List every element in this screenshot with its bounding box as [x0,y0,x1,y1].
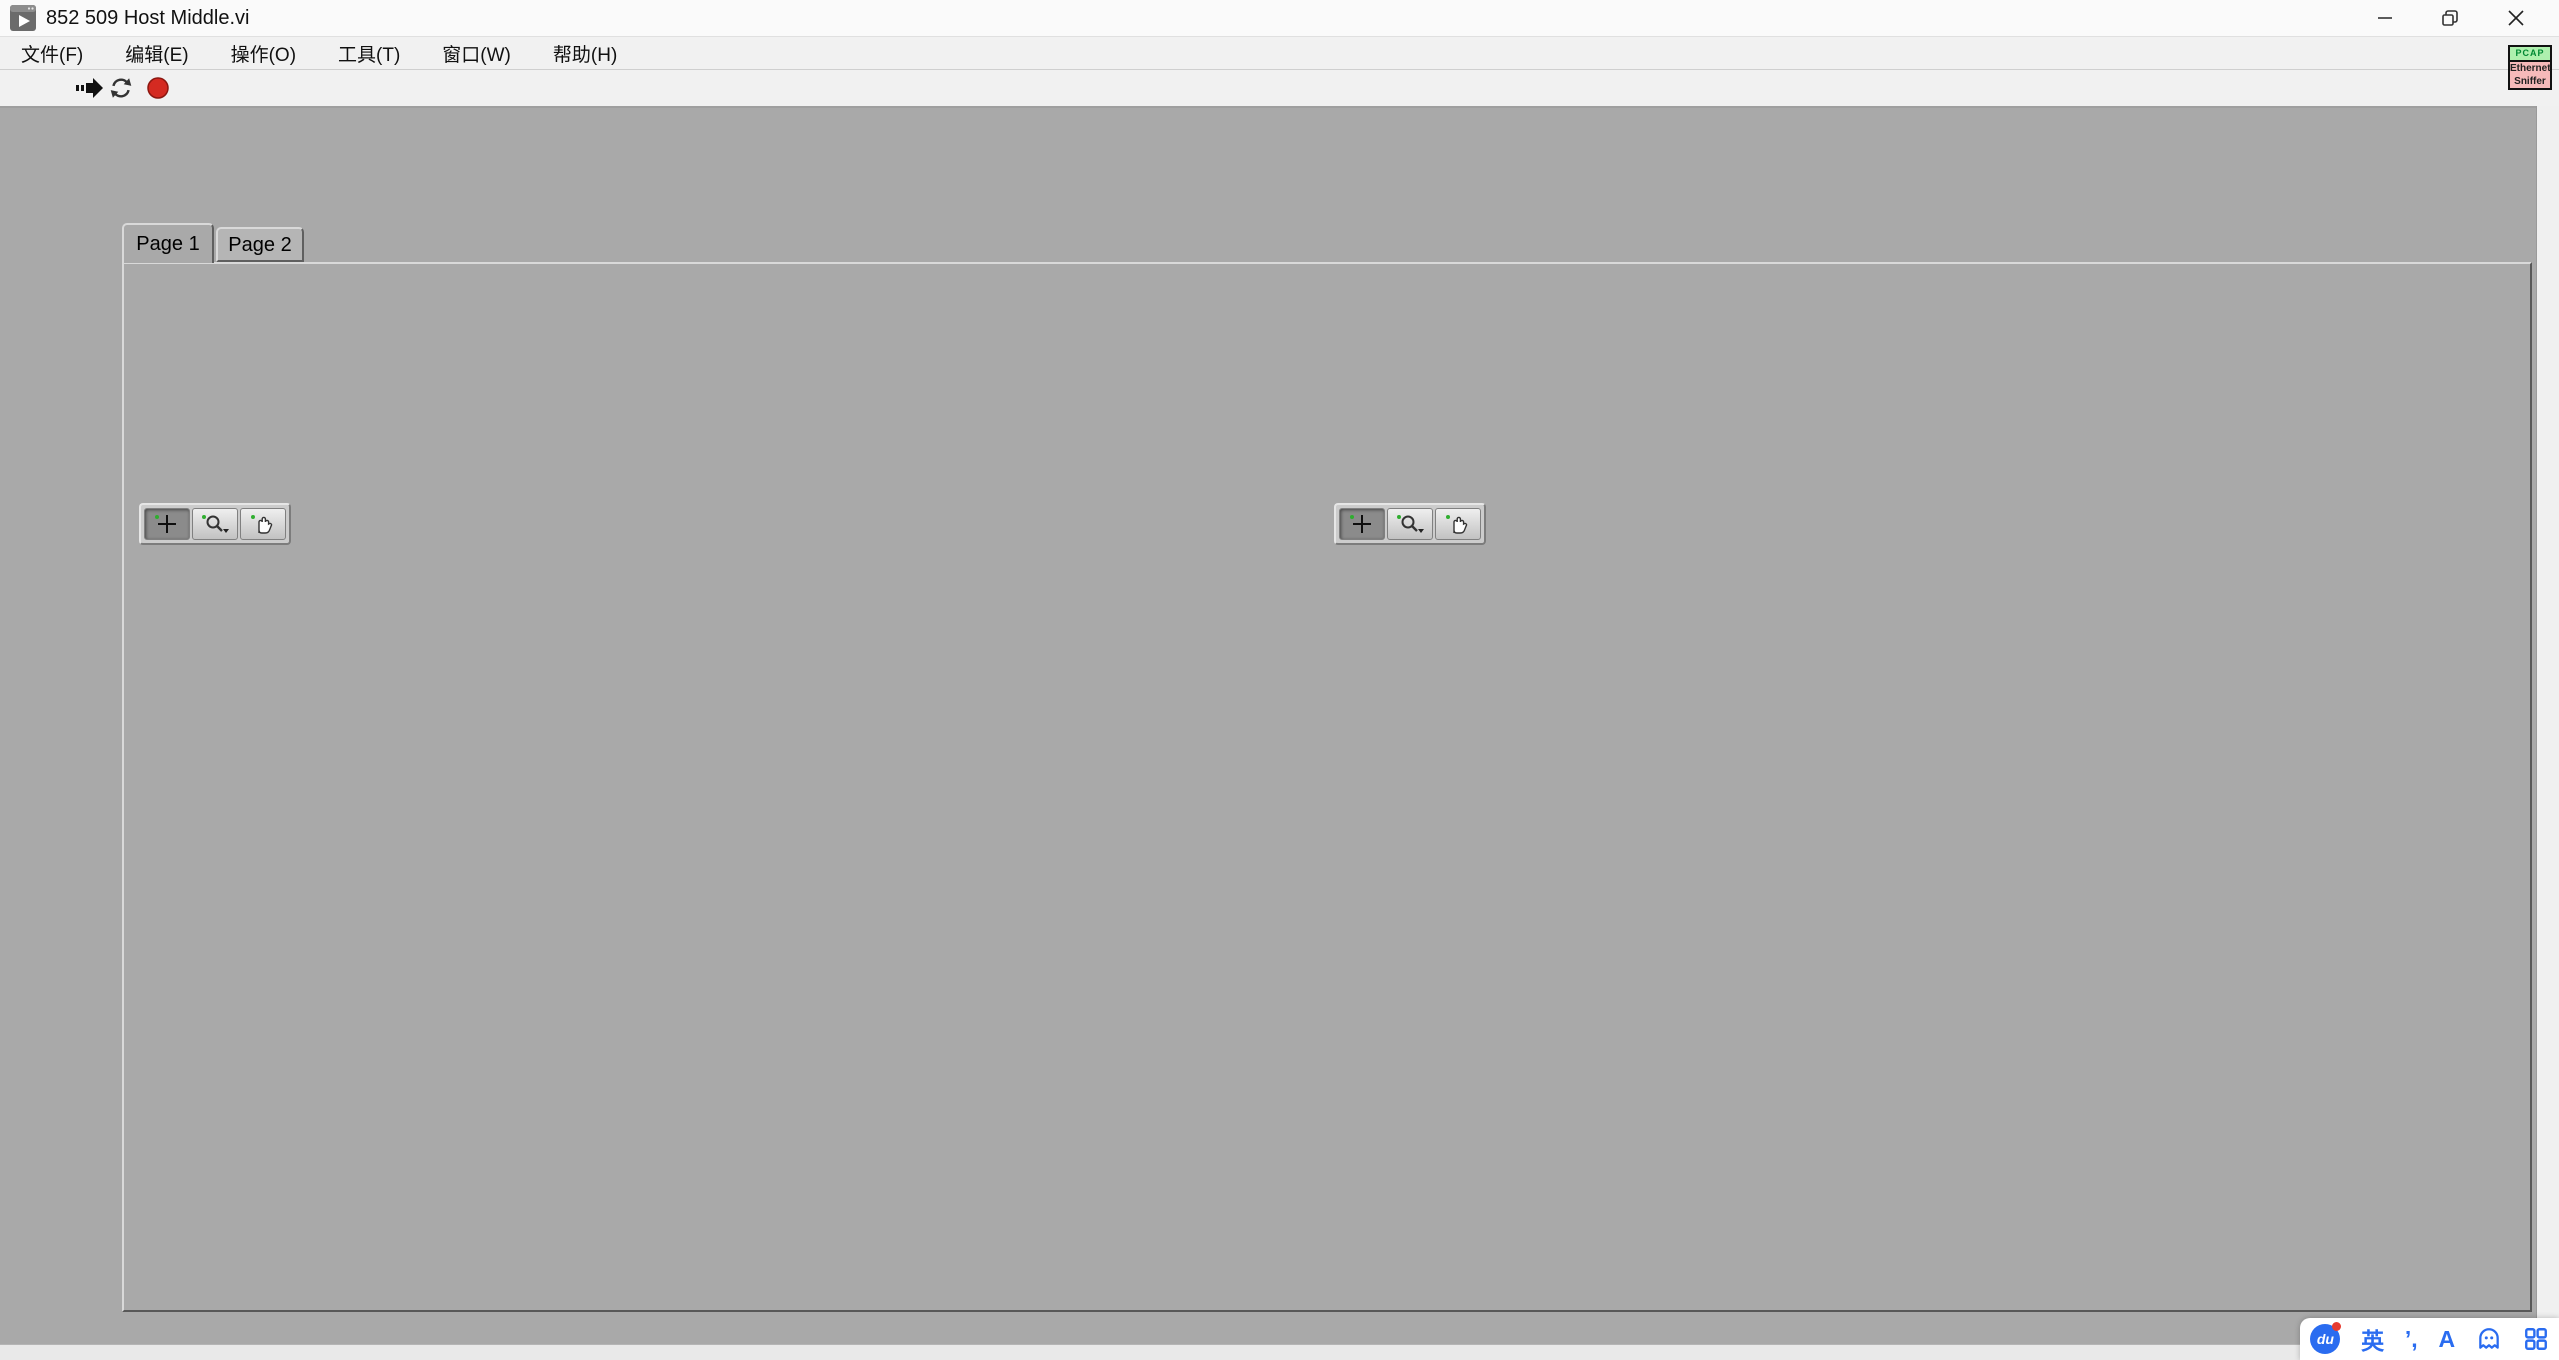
menu-edit[interactable]: 编辑(E) [104,40,209,67]
hand-icon [1443,513,1473,535]
tab-page-1[interactable]: Page 1 [122,223,214,263]
vi-app-icon [10,5,36,31]
ime-emoji-icon[interactable] [2476,1326,2502,1352]
cursor-tool-button[interactable] [1339,508,1385,540]
title-bar: 852 509 Host Middle.vi [0,0,2559,37]
menu-bar: 文件(F) 编辑(E) 操作(O) 工具(T) 窗口(W) 帮助(H) [0,37,2559,70]
pan-tool-button[interactable] [240,508,286,540]
graph-palette [1334,503,1486,545]
vertical-scrollbar[interactable] [2536,106,2559,1346]
minimize-button[interactable] [2354,0,2416,36]
ime-font-button[interactable]: A [2438,1326,2455,1353]
restore-button[interactable] [2419,0,2481,36]
ime-panel-icon[interactable] [2523,1326,2549,1352]
hand-icon [248,513,278,535]
menu-operate[interactable]: 操作(O) [210,40,317,67]
menu-file[interactable]: 文件(F) [0,40,104,67]
menu-tools[interactable]: 工具(T) [317,40,421,67]
restore-icon [2441,9,2459,27]
magnifier-icon [1395,513,1425,535]
ime-logo-icon[interactable]: du [2310,1324,2340,1354]
zoom-tool-button[interactable] [1387,508,1433,540]
menu-help[interactable]: 帮助(H) [532,40,638,67]
abort-icon [145,75,171,101]
tab-page-2[interactable]: Page 2 [216,227,304,262]
zoom-tool-button[interactable] [192,508,238,540]
tab-page-body [122,262,2532,1312]
cursor-tool-button[interactable] [144,508,190,540]
vi-icon-line2: Sniffer [2510,75,2550,88]
run-arrow-icon [76,75,104,101]
menu-window[interactable]: 窗口(W) [421,40,532,67]
run-continuous-button[interactable] [108,75,136,101]
vi-panel-icon: PCAP Ethernet Sniffer [2508,45,2552,90]
ime-punctuation-button[interactable]: ’, [2405,1326,2418,1353]
crosshair-icon [152,513,182,535]
vi-icon-header: PCAP [2510,47,2550,62]
magnifier-icon [200,513,230,535]
vi-icon-line1: Ethernet [2510,62,2550,75]
ime-toolbar: du 英 ’, A [2300,1318,2559,1360]
ime-language-button[interactable]: 英 [2361,1322,2384,1356]
toolbar [0,70,2559,108]
horizontal-scrollbar[interactable] [0,1344,2559,1360]
close-icon [2506,8,2526,28]
abort-button[interactable] [145,75,173,101]
minimize-icon [2376,9,2394,27]
run-button[interactable] [76,75,104,101]
crosshair-icon [1347,513,1377,535]
graph-palette [139,503,291,545]
run-continuous-icon [108,75,134,101]
window-title: 852 509 Host Middle.vi [46,7,249,30]
pan-tool-button[interactable] [1435,508,1481,540]
close-button[interactable] [2485,0,2547,36]
labview-window: 852 509 Host Middle.vi 文件(F) 编辑(E) 操作(O)… [0,0,2559,1360]
